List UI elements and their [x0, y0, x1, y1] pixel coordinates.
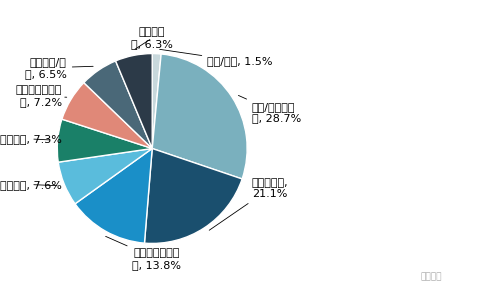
Wedge shape — [58, 148, 152, 204]
Text: 纸加工及书本装
订, 7.2%: 纸加工及书本装 订, 7.2% — [16, 86, 67, 107]
Text: 制鞋和皮
革, 6.3%: 制鞋和皮 革, 6.3% — [131, 27, 173, 49]
Wedge shape — [62, 83, 152, 148]
Text: 消费/自用, 1.5%: 消费/自用, 1.5% — [160, 49, 273, 66]
Text: 装配作业/其
他, 6.5%: 装配作业/其 他, 6.5% — [25, 57, 93, 79]
Text: 包装与标签,
21.1%: 包装与标签, 21.1% — [209, 178, 289, 230]
Text: 交通运输, 7.6%: 交通运输, 7.6% — [0, 180, 62, 189]
Text: 智研咨询: 智研咨询 — [420, 272, 442, 281]
Wedge shape — [84, 61, 152, 148]
Wedge shape — [75, 148, 152, 243]
Wedge shape — [152, 54, 247, 179]
Wedge shape — [145, 148, 242, 244]
Wedge shape — [57, 119, 152, 162]
Text: 木工和细木工制
品, 13.8%: 木工和细木工制 品, 13.8% — [106, 236, 181, 270]
Text: 建筑/施工、装
饰, 28.7%: 建筑/施工、装 饰, 28.7% — [239, 95, 301, 123]
Wedge shape — [116, 53, 152, 148]
Wedge shape — [152, 53, 161, 148]
Text: 纤维加工, 7.3%: 纤维加工, 7.3% — [0, 134, 62, 144]
